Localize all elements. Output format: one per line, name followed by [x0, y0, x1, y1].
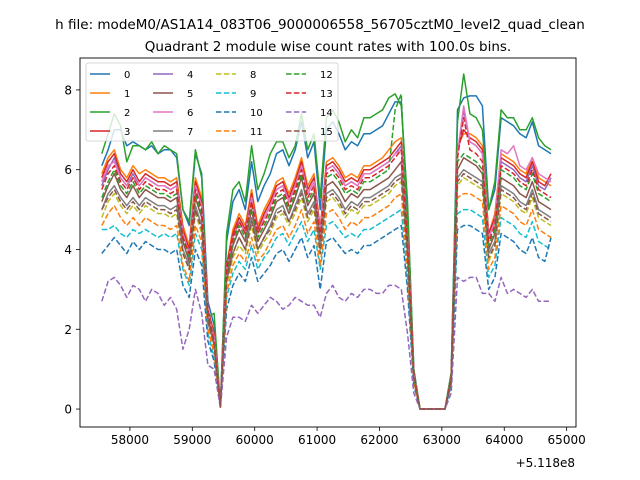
chart-title: Quadrant 2 module wise count rates with …: [145, 39, 511, 55]
legend-label-8: 8: [250, 70, 256, 81]
series-line-14: [101, 276, 551, 410]
legend-label-1: 1: [124, 89, 130, 100]
x-axis: 58000 59000 60000 61000 62000 63000 64000 65000: [111, 427, 586, 447]
figure-suptitle: h file: modeM0/AS1A14_083T06_9000006558_…: [55, 17, 585, 33]
series-line-10: [101, 224, 552, 410]
plot-frame: [79, 57, 577, 428]
legend-label-3: 3: [124, 127, 130, 138]
x-tick-label: 65000: [548, 433, 586, 447]
series-line-11: [101, 192, 552, 410]
series-line-15: [101, 172, 552, 410]
legend-label-12: 12: [320, 70, 333, 81]
y-tick-label: 4: [64, 243, 72, 257]
legend-label-2: 2: [124, 108, 130, 119]
legend-label-10: 10: [250, 108, 263, 119]
x-tick-label: 62000: [360, 433, 398, 447]
legend-label-15: 15: [320, 127, 333, 138]
legend-label-6: 6: [187, 108, 193, 119]
x-tick-label: 61000: [298, 433, 336, 447]
legend-frame: [85, 62, 339, 142]
legend-label-0: 0: [124, 70, 130, 81]
x-tick-label: 58000: [111, 433, 149, 447]
series-line-6: [101, 105, 552, 410]
x-tick-label: 59000: [173, 433, 211, 447]
legend-label-4: 4: [187, 70, 193, 81]
x-tick-label: 63000: [423, 433, 461, 447]
x-tick-label: 60000: [236, 433, 274, 447]
y-tick-label: 6: [64, 163, 72, 177]
legend-label-11: 11: [250, 127, 263, 138]
legend-label-5: 5: [187, 89, 193, 100]
series-line-1: [101, 133, 552, 410]
series-line-13: [101, 117, 552, 410]
x-axis-offset-text: +5.118e8: [516, 456, 575, 470]
legend-label-9: 9: [250, 89, 256, 100]
y-tick-label: 0: [64, 403, 72, 417]
series-line-3: [101, 129, 552, 410]
legend-label-14: 14: [320, 108, 333, 119]
legend-label-13: 13: [320, 89, 333, 100]
series-line-9: [101, 208, 552, 410]
series-line-7: [101, 168, 552, 410]
x-tick-label: 64000: [485, 433, 523, 447]
y-tick-label: 8: [64, 83, 72, 97]
y-tick-label: 2: [64, 323, 72, 337]
legend-label-7: 7: [187, 127, 193, 138]
y-axis: 0 2 4 6 8: [64, 83, 80, 417]
